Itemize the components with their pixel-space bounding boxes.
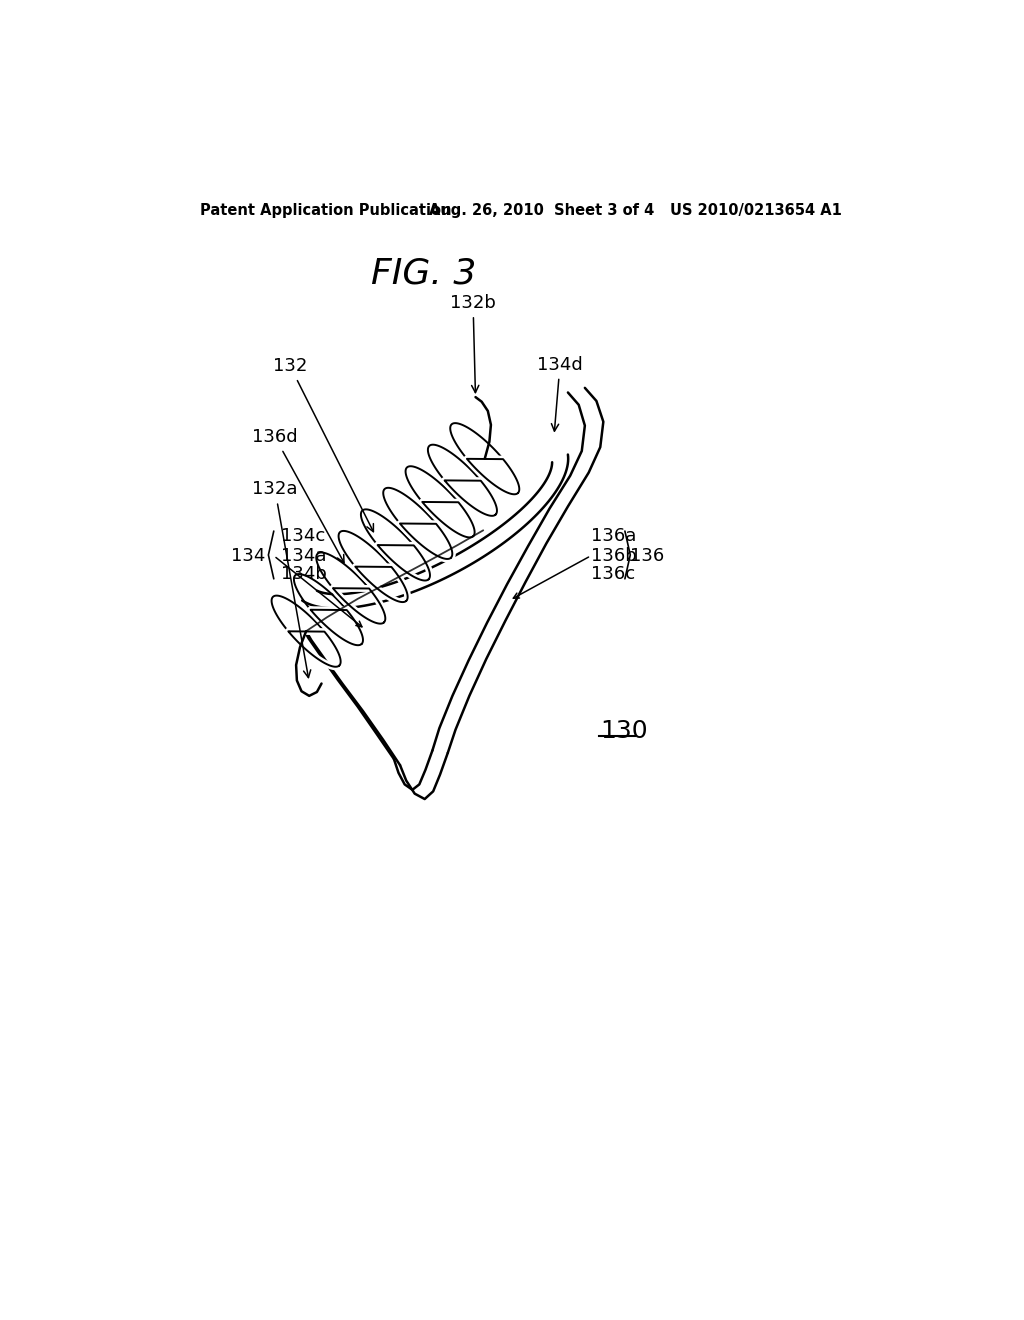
Text: 134d: 134d	[538, 356, 583, 432]
Text: 132: 132	[273, 358, 374, 532]
Text: 136a: 136a	[591, 527, 636, 545]
Text: FIG. 3: FIG. 3	[371, 257, 476, 290]
Text: US 2010/0213654 A1: US 2010/0213654 A1	[670, 203, 842, 218]
Text: 136c: 136c	[591, 565, 635, 583]
Text: 134c: 134c	[282, 527, 326, 545]
Text: 136d: 136d	[252, 428, 344, 562]
Text: 134b: 134b	[282, 565, 328, 583]
Text: Patent Application Publication: Patent Application Publication	[200, 203, 452, 218]
Text: 132b: 132b	[451, 294, 496, 392]
Text: Aug. 26, 2010  Sheet 3 of 4: Aug. 26, 2010 Sheet 3 of 4	[429, 203, 654, 218]
Text: 136: 136	[630, 546, 664, 565]
Text: 136b: 136b	[591, 546, 637, 565]
Text: 132a: 132a	[252, 480, 310, 677]
Text: 134: 134	[230, 546, 265, 565]
Text: 130: 130	[600, 719, 648, 743]
Text: 134a: 134a	[282, 546, 327, 565]
